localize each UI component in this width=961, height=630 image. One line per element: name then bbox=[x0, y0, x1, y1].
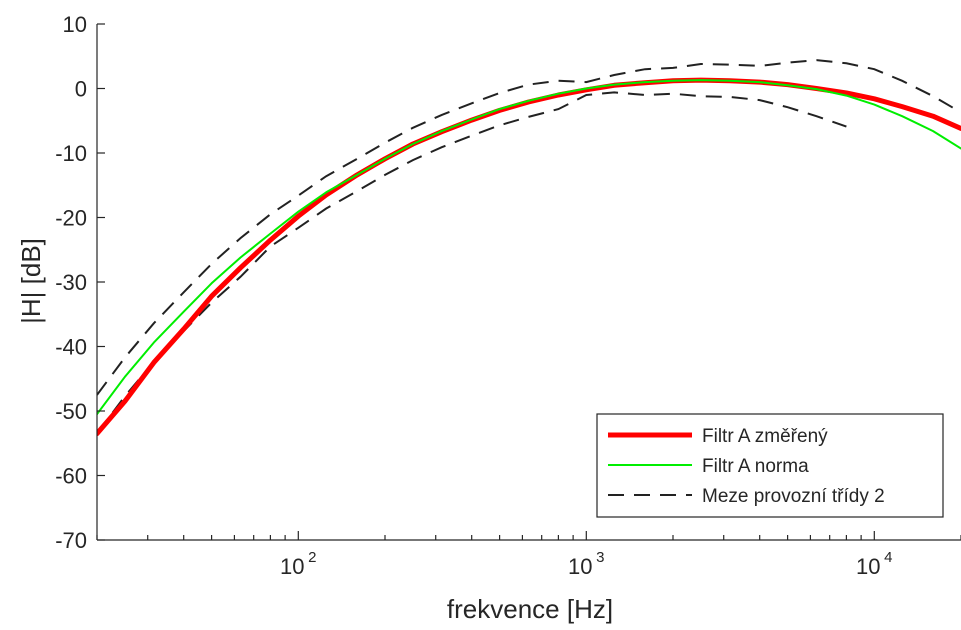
y-tick-label: -20 bbox=[55, 206, 87, 231]
x-tick-exponent: 3 bbox=[596, 549, 604, 566]
x-tick-exponent: 2 bbox=[308, 549, 316, 566]
y-tick-label: 0 bbox=[75, 77, 87, 102]
x-axis-title: frekvence [Hz] bbox=[447, 594, 613, 624]
legend-label-norm: Filtr A norma bbox=[702, 456, 809, 477]
legend: Filtr A změřený Filtr A norma Meze provo… bbox=[596, 413, 944, 518]
y-tick-label: -30 bbox=[55, 270, 87, 295]
y-tick-label: -40 bbox=[55, 335, 87, 360]
x-tick-label: 10 bbox=[280, 554, 304, 579]
x-tick-exponent: 4 bbox=[884, 549, 892, 566]
legend-label-measured: Filtr A změřený bbox=[702, 426, 828, 447]
y-axis-title: |H| [dB] bbox=[16, 238, 46, 324]
series-norm-line bbox=[97, 79, 961, 416]
y-tick-label: 10 bbox=[63, 12, 87, 37]
y-tick-label: -60 bbox=[55, 464, 87, 489]
y-tick-label: -10 bbox=[55, 141, 87, 166]
axes bbox=[96, 23, 961, 541]
y-tick-label: -70 bbox=[55, 528, 87, 553]
x-tick-label: 10 bbox=[568, 554, 592, 579]
x-tick-label: 10 bbox=[856, 554, 880, 579]
series-limits-segment-2 bbox=[97, 91, 847, 435]
series-lines bbox=[97, 59, 961, 437]
series-limits-segment-1 bbox=[97, 59, 961, 396]
legend-label-limits: Meze provozní třídy 2 bbox=[702, 486, 885, 507]
y-tick-label: -50 bbox=[55, 399, 87, 424]
